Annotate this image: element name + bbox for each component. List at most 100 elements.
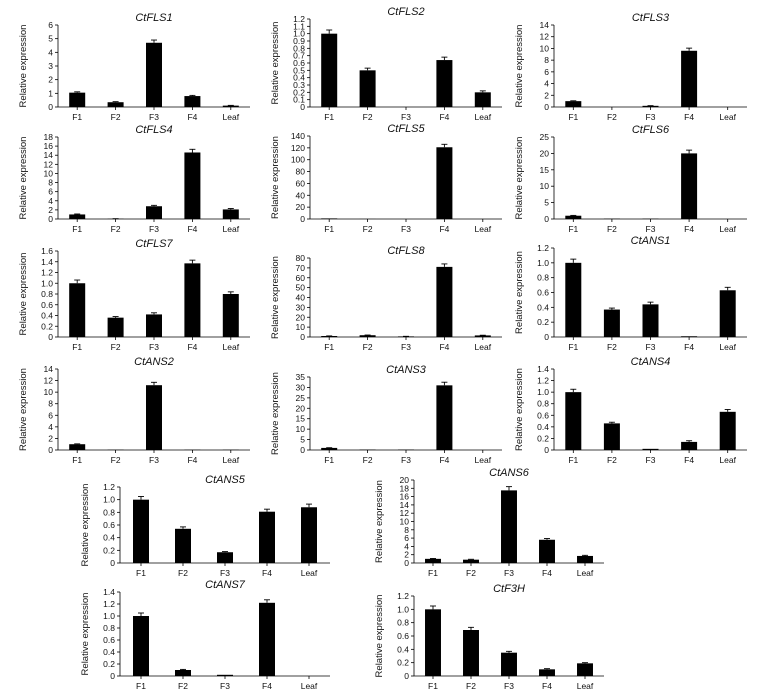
x-tick-label: F3 [646, 455, 656, 465]
y-tick-label: 0 [544, 332, 549, 342]
bar-f4 [259, 512, 275, 563]
y-tick-label: 0.8 [537, 399, 549, 409]
x-tick-label: F1 [568, 455, 578, 465]
x-tick-label: Leaf [475, 342, 492, 352]
y-tick-label: 0 [544, 102, 549, 112]
bar-f2 [604, 310, 620, 337]
y-tick-label: 30 [296, 382, 306, 392]
x-tick-label: F2 [363, 342, 373, 352]
y-tick-label: 0.8 [103, 507, 115, 517]
x-tick-label: F2 [363, 455, 373, 465]
y-tick-label: 100 [291, 155, 305, 165]
bar-f4 [436, 385, 452, 450]
y-axis-label: Relative expression [514, 25, 525, 108]
x-tick-label: F1 [136, 568, 146, 578]
y-tick-label: 3 [48, 61, 53, 71]
y-tick-label: 140 [291, 131, 305, 141]
bar-f3 [501, 653, 517, 676]
y-tick-label: 1 [48, 88, 53, 98]
y-tick-label: 1.0 [103, 495, 115, 505]
x-tick-label: F2 [178, 568, 188, 578]
x-tick-label: F3 [646, 112, 656, 122]
bar-f4 [539, 540, 555, 563]
y-axis-label: Relative expression [514, 368, 525, 451]
chart-title: CtANS3 [386, 364, 427, 376]
x-tick-label: F3 [401, 224, 411, 234]
bar-f1 [321, 218, 337, 219]
y-tick-label: 0.2 [103, 659, 115, 669]
y-tick-label: 0.4 [41, 311, 53, 321]
y-tick-label: 5 [544, 198, 549, 208]
y-tick-label: 60 [296, 178, 306, 188]
y-tick-label: 0.6 [41, 300, 53, 310]
bar-f3 [217, 552, 233, 563]
bar-f4 [436, 147, 452, 219]
y-tick-label: 0.8 [537, 273, 549, 283]
y-tick-label: 4 [48, 47, 53, 57]
y-tick-label: 0 [48, 214, 53, 224]
x-tick-label: F1 [324, 112, 334, 122]
x-tick-label: F2 [607, 455, 617, 465]
chart-title: CtFLS4 [135, 124, 172, 136]
y-tick-label: 0.4 [537, 422, 549, 432]
y-tick-label: 0.2 [537, 317, 549, 327]
y-tick-label: 120 [291, 143, 305, 153]
y-tick-label: 35 [296, 372, 306, 382]
x-tick-label: F1 [324, 342, 334, 352]
chart-title: CtF3H [493, 583, 525, 595]
x-tick-label: Leaf [719, 342, 736, 352]
y-tick-label: 20 [296, 202, 306, 212]
y-axis-label: Relative expression [270, 136, 281, 219]
bar-f2 [108, 318, 124, 337]
bar-f1 [425, 609, 441, 676]
y-tick-label: 0 [544, 445, 549, 455]
bar-f4 [436, 60, 452, 107]
x-tick-label: F1 [568, 112, 578, 122]
x-tick-label: F3 [149, 342, 159, 352]
x-tick-label: F3 [149, 224, 159, 234]
bar-leaf [223, 106, 239, 107]
bar-f1 [425, 559, 441, 563]
y-tick-label: 0 [544, 214, 549, 224]
chart-title: CtANS1 [631, 235, 671, 247]
y-tick-label: 6 [48, 410, 53, 420]
x-tick-label: F1 [324, 224, 334, 234]
y-tick-label: 14 [44, 364, 54, 374]
x-tick-label: F2 [363, 224, 373, 234]
chart-title: CtANS5 [205, 474, 246, 486]
y-axis-label: Relative expression [270, 372, 281, 455]
y-tick-label: 1.2 [397, 591, 409, 601]
y-tick-label: 15 [540, 165, 550, 175]
y-tick-label: 1.0 [103, 611, 115, 621]
x-tick-label: F4 [187, 224, 197, 234]
y-tick-label: 0 [110, 558, 115, 568]
y-tick-label: 1.2 [41, 268, 53, 278]
bar-f3 [501, 490, 517, 563]
y-tick-label: 0.6 [537, 288, 549, 298]
bar-leaf [577, 663, 593, 676]
y-tick-label: 12 [540, 32, 550, 42]
y-tick-label: 0.6 [397, 631, 409, 641]
y-tick-label: 4 [48, 422, 53, 432]
y-tick-label: 4 [48, 196, 53, 206]
x-tick-label: F2 [111, 342, 121, 352]
y-tick-label: 2 [48, 433, 53, 443]
chart-title: CtFLS2 [387, 6, 424, 18]
bar-leaf [475, 92, 491, 107]
x-tick-label: F4 [187, 112, 197, 122]
y-tick-label: 1.4 [537, 364, 549, 374]
bar-f4 [184, 152, 200, 219]
y-tick-label: 6 [48, 20, 53, 30]
x-tick-label: Leaf [719, 455, 736, 465]
y-tick-label: 1.0 [397, 604, 409, 614]
x-tick-label: F1 [72, 224, 82, 234]
x-tick-label: F4 [684, 455, 694, 465]
bar-f1 [133, 616, 149, 676]
